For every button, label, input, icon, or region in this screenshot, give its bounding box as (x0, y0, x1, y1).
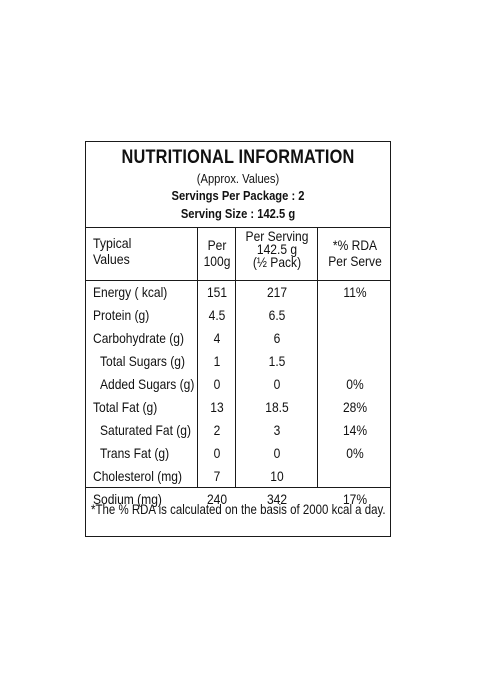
rda-value: 0% (346, 445, 364, 461)
per-100g-value: 7 (213, 468, 221, 484)
per-serving-value: 342 (266, 491, 288, 507)
per-serving-value: 0 (273, 445, 281, 461)
column-divider (197, 228, 198, 487)
nutrient-label: Trans Fat (g) (100, 445, 170, 461)
nutrient-label: Cholesterol (mg) (93, 468, 182, 484)
approx-values-note: (Approx. Values) (196, 171, 280, 186)
panel-title: NUTRITIONAL INFORMATION (121, 147, 355, 168)
rda-value: 28% (342, 399, 368, 415)
nutrient-label: Carbohydrate (g) (93, 330, 185, 346)
per-100g-value: 4 (213, 330, 221, 346)
rda-value: 11% (343, 284, 367, 300)
table-row: Carbohydrate (g) 4 6 (86, 327, 390, 350)
nutrient-rows: Energy ( kcal) 151 217 11% Protein (g) 4… (86, 281, 390, 511)
column-divider (235, 228, 236, 487)
column-header-typical-values: Typical Values (93, 235, 132, 267)
per-serving-value: 18.5 (265, 399, 289, 415)
table-row: Protein (g) 4.5 6.5 (86, 304, 390, 327)
nutrient-label: Sodium (mg) (93, 491, 162, 507)
nutrient-label: Saturated Fat (g) (100, 422, 192, 438)
table-row: Total Sugars (g) 1 1.5 (86, 350, 390, 373)
servings-per-package: Servings Per Package : 2 (171, 188, 305, 203)
per-serving-value: 6 (273, 330, 281, 346)
column-divider (317, 228, 318, 487)
per-100g-value: 240 (206, 491, 228, 507)
per-100g-value: 1 (213, 353, 221, 369)
table-row: Energy ( kcal) 151 217 11% (86, 281, 390, 304)
per-serving-value: 6.5 (268, 307, 286, 323)
serving-size: Serving Size : 142.5 g (180, 206, 296, 221)
nutrient-label: Energy ( kcal) (93, 284, 168, 300)
per-100g-value: 2 (213, 422, 221, 438)
column-header-rda: *% RDA Per Serve (328, 237, 382, 269)
per-serving-value: 217 (266, 284, 288, 300)
table-row: Total Fat (g) 13 18.5 28% (86, 396, 390, 419)
table-row: Cholesterol (mg) 7 10 (86, 465, 390, 488)
rda-value: 14% (342, 422, 368, 438)
footnote-section: *The % RDA is calculated on the basis of… (86, 487, 390, 536)
table-row: Saturated Fat (g) 2 3 14% (86, 419, 390, 442)
per-serving-value: 0 (273, 376, 281, 392)
per-100g-value: 151 (206, 284, 228, 300)
rda-value: 17% (342, 491, 368, 507)
rda-footnote: *The % RDA is calculated on the basis of… (91, 501, 386, 517)
nutrition-panel: NUTRITIONAL INFORMATION (Approx. Values)… (85, 141, 391, 537)
nutrient-label: Total Fat (g) (93, 399, 158, 415)
table-row: Sodium (mg) 240 342 17% (86, 488, 390, 511)
column-header-per-100g: Per 100g (203, 237, 231, 269)
nutrient-label: Added Sugars (g) (100, 376, 195, 392)
per-serving-value: 3 (273, 422, 281, 438)
nutrient-label: Total Sugars (g) (100, 353, 185, 369)
nutrition-header: NUTRITIONAL INFORMATION (Approx. Values)… (86, 142, 390, 228)
per-100g-value: 4.5 (208, 307, 226, 323)
per-100g-value: 13 (210, 399, 224, 415)
table-row: Added Sugars (g) 0 0 0% (86, 373, 390, 396)
table-row: Trans Fat (g) 0 0 0% (86, 442, 390, 465)
per-serving-value: 1.5 (268, 353, 286, 369)
rda-value: 0% (346, 376, 364, 392)
column-header-row (86, 228, 390, 281)
column-header-per-serving: Per Serving 142.5 g (½ Pack) (245, 228, 309, 270)
nutrient-label: Protein (g) (93, 307, 150, 323)
per-serving-value: 10 (270, 468, 284, 484)
per-100g-value: 0 (213, 376, 221, 392)
per-100g-value: 0 (213, 445, 221, 461)
